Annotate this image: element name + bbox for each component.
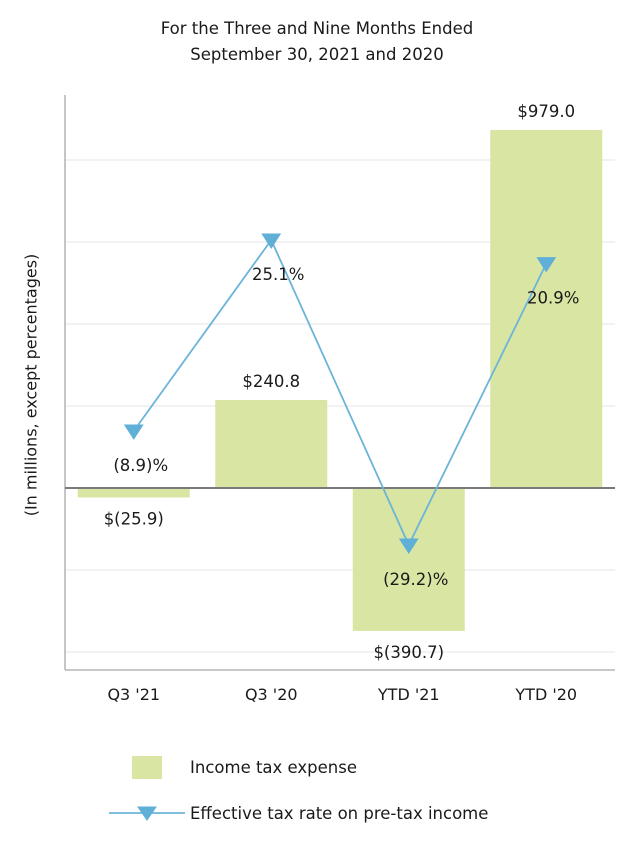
bar-label-YTD '21: $(390.7) (373, 643, 444, 662)
legend: Income tax expense Effective tax rate on… (103, 744, 488, 836)
bar-YTD '21 (352, 488, 465, 631)
rate-label-YTD '20: 20.9% (527, 289, 579, 308)
rate-label-Q3 '20: 25.1% (252, 265, 304, 284)
x-tick-YTD '20: YTD '20 (514, 685, 577, 704)
bar-Q3 '20 (215, 399, 328, 488)
line-series-swatch-icon (108, 806, 185, 821)
legend-label-effective-tax-rate: Effective tax rate on pre-tax income (190, 803, 489, 823)
legend-label-income-tax-expense: Income tax expense (190, 757, 358, 777)
legend-item-income-tax-expense: Income tax expense (103, 744, 488, 790)
bar-label-Q3 '20: $240.8 (242, 372, 300, 391)
bar-Q3 '21 (77, 488, 190, 498)
rate-line (133, 238, 548, 548)
bar-label-YTD '20: $979.0 (517, 102, 575, 121)
legend-item-effective-tax-rate: Effective tax rate on pre-tax income (103, 790, 488, 836)
rate-label-Q3 '21: (8.9)% (113, 456, 168, 475)
chart-title-line1: For the Three and Nine Months Ended (160, 19, 474, 38)
bar-series-swatch-icon (131, 755, 162, 779)
chart-title: For the Three and Nine Months Ended Sept… (0, 16, 634, 69)
rate-marker-YTD '20 (536, 257, 557, 273)
rate-marker-YTD '21 (398, 538, 419, 554)
x-tick-YTD '21: YTD '21 (377, 685, 440, 704)
chart-title-line2: September 30, 2021 and 2020 (190, 45, 444, 65)
chart-plot-area: $(25.9) $240.8 $(390.7) $979.0 (8.9)% 25.1% (2… (64, 95, 615, 704)
rate-marker-Q3 '21 (123, 424, 144, 440)
bar-label-Q3 '21: $(25.9) (104, 509, 164, 528)
bar-YTD '20 (490, 129, 603, 488)
x-tick-Q3 '20: Q3 '20 (245, 685, 298, 704)
rate-label-YTD '21: (29.2)% (383, 570, 448, 589)
rate-marker-Q3 '20 (261, 233, 282, 249)
x-tick-Q3 '21: Q3 '21 (107, 685, 160, 704)
